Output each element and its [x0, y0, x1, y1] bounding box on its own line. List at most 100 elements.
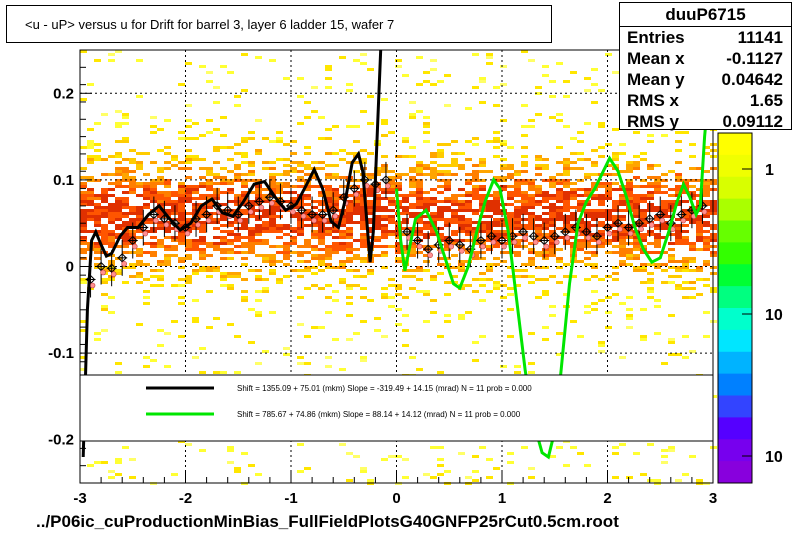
- heatmap-cell: [444, 197, 451, 200]
- heatmap-cell: [402, 173, 409, 176]
- heatmap-cell: [549, 242, 556, 245]
- heatmap-cell: [430, 233, 437, 236]
- heatmap-cell: [612, 293, 619, 296]
- heatmap-cell: [255, 194, 262, 197]
- heatmap-cell: [570, 236, 577, 239]
- heatmap-cell: [612, 266, 619, 269]
- heatmap-cell: [647, 233, 654, 236]
- heatmap-cell: [619, 209, 626, 212]
- heatmap-cell: [549, 176, 556, 179]
- heatmap-cell: [430, 173, 437, 176]
- heatmap-cell: [563, 125, 570, 128]
- heatmap-cell: [108, 53, 115, 56]
- heatmap-cell: [178, 167, 185, 170]
- heatmap-cell: [493, 155, 500, 158]
- heatmap-cell: [325, 230, 332, 233]
- heatmap-cell: [472, 170, 479, 173]
- heatmap-cell: [521, 194, 528, 197]
- heatmap-cell: [150, 284, 157, 287]
- heatmap-cell: [234, 251, 241, 254]
- heatmap-cell: [374, 206, 381, 209]
- heatmap-cell: [451, 221, 458, 224]
- heatmap-cell: [577, 227, 584, 230]
- heatmap-cell: [143, 356, 150, 359]
- heatmap-cell: [353, 161, 360, 164]
- heatmap-cell: [598, 224, 605, 227]
- heatmap-cell: [626, 254, 633, 257]
- heatmap-cell: [94, 59, 101, 62]
- heatmap-cell: [283, 263, 290, 266]
- heatmap-cell: [87, 191, 94, 194]
- heatmap-cell: [633, 266, 640, 269]
- heatmap-cell: [675, 266, 682, 269]
- heatmap-cell: [171, 158, 178, 161]
- heatmap-cell: [115, 233, 122, 236]
- heatmap-cell: [437, 149, 444, 152]
- heatmap-cell: [80, 236, 87, 239]
- heatmap-cell: [108, 173, 115, 176]
- heatmap-cell: [143, 206, 150, 209]
- heatmap-cell: [255, 56, 262, 59]
- colorbar-cell: [718, 154, 752, 178]
- heatmap-cell: [311, 110, 318, 113]
- heatmap-cell: [549, 95, 556, 98]
- heatmap-cell: [192, 209, 199, 212]
- heatmap-cell: [276, 281, 283, 284]
- heatmap-cell: [143, 191, 150, 194]
- heatmap-cell: [269, 215, 276, 218]
- heatmap-cell: [619, 152, 626, 155]
- heatmap-cell: [360, 227, 367, 230]
- heatmap-cell: [423, 203, 430, 206]
- heatmap-cell: [633, 452, 640, 455]
- heatmap-cell: [493, 194, 500, 197]
- heatmap-cell: [675, 173, 682, 176]
- heatmap-cell: [703, 236, 710, 239]
- heatmap-cell: [346, 287, 353, 290]
- heatmap-cell: [647, 278, 654, 281]
- heatmap-cell: [255, 218, 262, 221]
- heatmap-cell: [619, 245, 626, 248]
- heatmap-cell: [94, 461, 101, 464]
- heatmap-cell: [668, 194, 675, 197]
- heatmap-cell: [185, 239, 192, 242]
- heatmap-cell: [409, 248, 416, 251]
- heatmap-cell: [500, 167, 507, 170]
- heatmap-cell: [598, 125, 605, 128]
- heatmap-cell: [283, 143, 290, 146]
- heatmap-cell: [381, 293, 388, 296]
- heatmap-cell: [325, 191, 332, 194]
- heatmap-cell: [80, 50, 87, 53]
- heatmap-cell: [549, 248, 556, 251]
- heatmap-cell: [248, 215, 255, 218]
- heatmap-cell: [591, 239, 598, 242]
- heatmap-cell: [192, 272, 199, 275]
- heatmap-cell: [234, 173, 241, 176]
- heatmap-cell: [304, 242, 311, 245]
- heatmap-cell: [654, 188, 661, 191]
- heatmap-cell: [584, 122, 591, 125]
- heatmap-cell: [255, 278, 262, 281]
- heatmap-cell: [626, 200, 633, 203]
- heatmap-cell: [395, 173, 402, 176]
- heatmap-cell: [675, 239, 682, 242]
- heatmap-cell: [458, 164, 465, 167]
- heatmap-cell: [654, 176, 661, 179]
- heatmap-cell: [437, 464, 444, 467]
- heatmap-cell: [388, 305, 395, 308]
- heatmap-cell: [157, 179, 164, 182]
- heatmap-cell: [87, 179, 94, 182]
- heatmap-cell: [493, 146, 500, 149]
- heatmap-cell: [542, 200, 549, 203]
- heatmap-cell: [423, 140, 430, 143]
- mean-marker: [311, 217, 317, 224]
- heatmap-cell: [185, 119, 192, 122]
- heatmap-cell: [409, 167, 416, 170]
- heatmap-cell: [115, 269, 122, 272]
- heatmap-cell: [269, 212, 276, 215]
- heatmap-cell: [94, 338, 101, 341]
- heatmap-cell: [150, 116, 157, 119]
- heatmap-cell: [612, 173, 619, 176]
- heatmap-cell: [633, 248, 640, 251]
- heatmap-cell: [248, 230, 255, 233]
- heatmap-cell: [367, 272, 374, 275]
